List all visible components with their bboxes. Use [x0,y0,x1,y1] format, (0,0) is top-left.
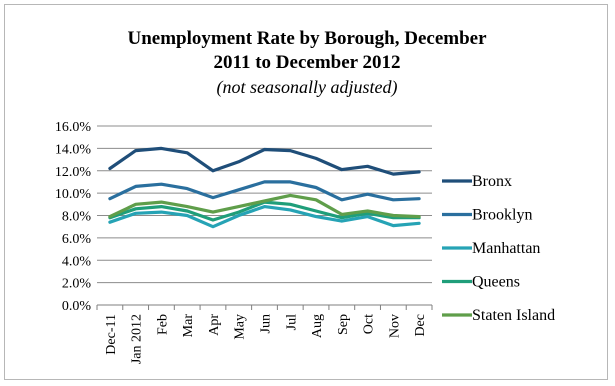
x-tick-label: Oct [362,314,377,334]
y-tick-label: 16.0% [55,120,92,135]
x-tick-label: Nov [387,314,402,338]
x-tick-label: Dec [413,314,428,337]
x-tick-label: Sep [336,314,351,335]
y-tick-label: 2.0% [62,277,92,292]
y-tick-label: 4.0% [62,254,92,269]
x-tick-label: Jan 2012 [130,314,145,364]
y-tick-label: 10.0% [55,187,92,202]
series-line-manhattan [108,205,421,229]
chart-title-line2: 2011 to December 2012 [213,52,401,73]
chart-title-line1: Unemployment Rate by Borough, December [127,28,487,49]
x-tick-label: Aug [310,314,325,338]
x-tick-label: Mar [181,314,196,338]
x-tick-label: Dec-11 [104,314,119,355]
legend-label: Manhattan [472,240,540,257]
chart-frame: Unemployment Rate by Borough, December 2… [4,4,608,380]
legend-label: Queens [472,274,520,291]
legend: Bronx Brooklyn Manhattan Queens Staten Islan… [442,173,555,324]
series-line-bronx [108,146,421,176]
series-lines [108,146,421,229]
x-axis: Dec-11 Jan 2012 Feb Mar Apr May Jun Jul Aug Sep Oc… [96,305,433,364]
y-tick-label: 8.0% [62,210,92,225]
legend-label: Bronx [472,173,512,190]
y-tick-label: 6.0% [62,232,92,247]
legend-label: Brooklyn [472,207,532,224]
x-tick-label: Jun [259,314,274,333]
y-tick-label: 14.0% [55,142,92,157]
x-tick-label: Jul [284,314,299,330]
y-axis: 0.0% 2.0% 4.0% 6.0% 8.0% 10.0% 12.0% 14.0% 16.0% [55,120,92,314]
x-tick-label: Feb [155,314,170,335]
y-tick-label: 12.0% [55,165,92,180]
x-tick-label: May [233,314,248,340]
y-tick-label: 0.0% [62,299,92,314]
chart-subtitle: (not seasonally adjusted) [216,77,398,97]
x-tick-label: Apr [207,314,222,336]
chart-title: Unemployment Rate by Borough, December 2… [5,27,609,75]
series-line-staten-island [108,193,421,219]
legend-label: Staten Island [472,307,555,324]
series-line-brooklyn [108,180,421,202]
